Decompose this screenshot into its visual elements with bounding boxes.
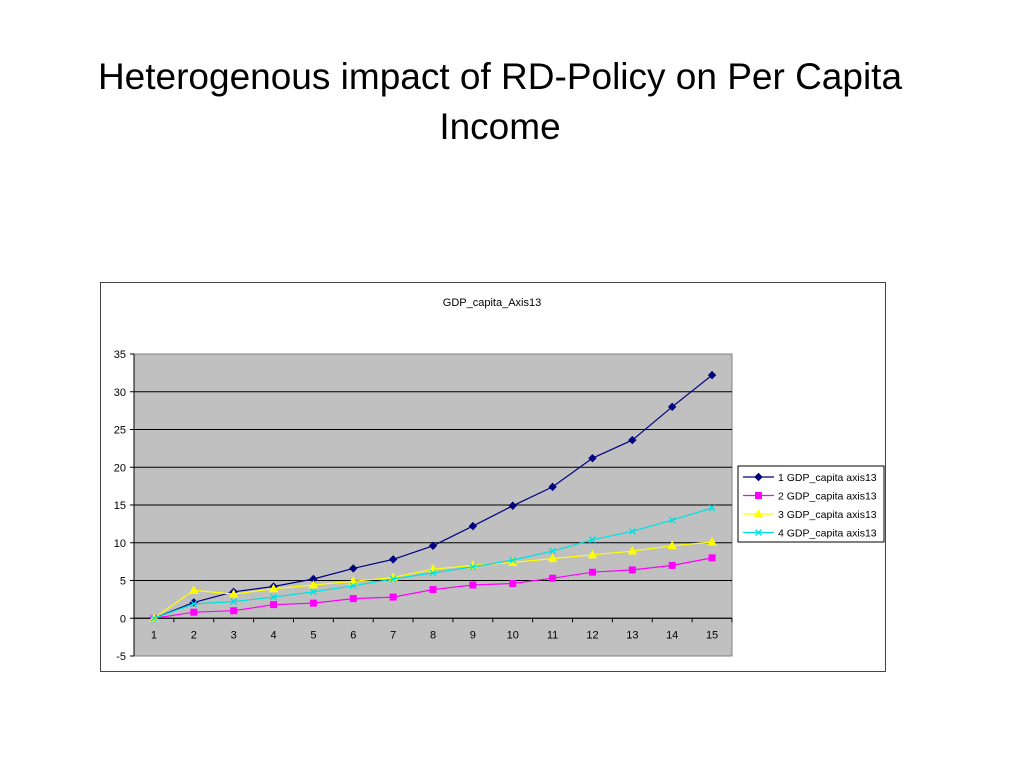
data-point	[308, 579, 319, 589]
data-point	[348, 576, 358, 585]
x-tick-label: 11	[547, 629, 558, 641]
legend-label: 2 GDP_capita axis13	[778, 491, 877, 503]
data-point	[509, 556, 517, 564]
x-tick-label: 1	[151, 629, 157, 641]
data-point	[667, 540, 677, 550]
data-point	[628, 435, 637, 445]
y-tick-label: -5	[116, 651, 126, 663]
data-point	[707, 370, 717, 380]
series-4	[150, 504, 716, 622]
slide-title-line-1: Heterogenous impact of RD-Policy on Per …	[97, 56, 903, 97]
data-point	[190, 600, 198, 608]
y-tick-label: 35	[114, 349, 126, 361]
chart-title: GDP_capita_Axis13	[443, 297, 541, 309]
legend-box	[737, 465, 885, 543]
data-point	[270, 593, 277, 601]
data-point	[428, 541, 438, 550]
data-point	[190, 608, 198, 616]
data-point	[349, 582, 357, 590]
x-tick-label: 9	[470, 629, 476, 641]
legend-marker	[754, 472, 763, 482]
data-point	[668, 516, 676, 524]
data-point	[150, 614, 158, 622]
x-tick-label: 13	[626, 629, 638, 641]
data-point	[668, 561, 676, 569]
x-tick-label: 5	[310, 629, 316, 641]
x-tick-label: 8	[430, 629, 436, 641]
data-point	[548, 482, 557, 492]
legend-marker	[753, 508, 764, 518]
x-tick-label: 12	[586, 629, 598, 641]
data-point	[628, 527, 636, 535]
data-point	[588, 453, 597, 463]
y-tick-label: 25	[114, 425, 126, 437]
y-tick-label: 10	[114, 538, 126, 550]
data-point	[309, 599, 317, 607]
y-tick-label: 5	[120, 576, 126, 588]
legend: 1 GDP_capita axis13 2 GDP_capita axis13 3 …	[737, 465, 885, 543]
data-point	[509, 580, 517, 588]
legend-entry-1: 1 GDP_capita axis13	[743, 472, 877, 484]
y-tick-label: 0	[120, 613, 126, 625]
data-point	[349, 595, 357, 603]
x-tick-label: 14	[666, 629, 678, 641]
data-point	[708, 504, 716, 512]
data-point	[627, 546, 637, 555]
legend-marker	[755, 529, 762, 536]
data-point	[268, 583, 279, 593]
data-point	[349, 564, 358, 573]
data-point	[707, 536, 717, 546]
y-tick-label: 15	[114, 500, 126, 512]
data-point	[468, 521, 478, 531]
legend-marker	[755, 492, 762, 499]
legend-entry-2: 2 GDP_capita axis13	[743, 491, 877, 503]
data-point	[549, 574, 557, 582]
data-point	[309, 588, 317, 596]
data-point	[469, 581, 477, 589]
y-tick-label: 20	[114, 462, 126, 474]
data-point	[708, 554, 716, 562]
x-tick-label: 6	[350, 629, 356, 641]
data-point	[230, 607, 238, 615]
data-point	[628, 566, 636, 574]
slide-title: Heterogenous impact of RD-Policy on Per …	[40, 52, 960, 152]
x-tick-label: 7	[390, 629, 396, 641]
data-point	[388, 555, 398, 564]
data-point	[429, 569, 437, 577]
series-lines	[149, 370, 717, 623]
x-tick-label: 10	[507, 629, 519, 641]
data-point	[508, 501, 517, 510]
x-tick-label: 2	[191, 629, 197, 641]
data-point	[270, 601, 278, 609]
series-2	[150, 554, 716, 622]
data-point	[189, 585, 199, 594]
data-point	[230, 598, 238, 606]
data-point	[549, 547, 557, 555]
data-point	[588, 568, 596, 576]
data-point	[587, 549, 598, 559]
x-tick-label: 4	[270, 629, 276, 641]
legend-label: 3 GDP_capita axis13	[778, 509, 877, 521]
slide-title-line-2: Income	[439, 106, 561, 147]
legend-entry-3: 3 GDP_capita axis13	[743, 508, 877, 521]
x-tick-label: 3	[231, 629, 237, 641]
data-point	[429, 586, 437, 594]
data-point	[229, 589, 239, 598]
data-point	[667, 402, 677, 412]
series-3	[149, 536, 717, 622]
data-point	[389, 575, 397, 583]
legend-entry-4: 4 GDP_capita axis13	[743, 528, 877, 540]
y-tick-label: 30	[114, 387, 126, 399]
data-point	[389, 593, 397, 601]
data-point	[547, 553, 558, 563]
data-point	[589, 536, 596, 544]
legend-label: 4 GDP_capita axis13	[778, 528, 877, 540]
data-point	[469, 563, 477, 571]
legend-label: 1 GDP_capita axis13	[778, 472, 877, 484]
x-tick-label: 15	[706, 629, 718, 641]
